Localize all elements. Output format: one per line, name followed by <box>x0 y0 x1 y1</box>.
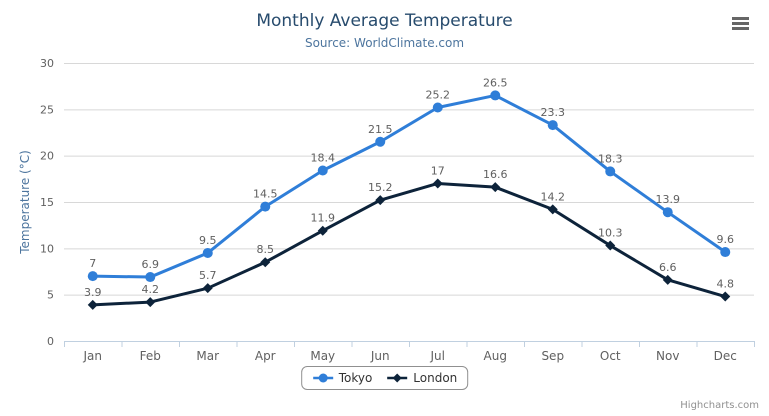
legend-marker-circle-icon <box>312 373 333 383</box>
data-label: 8.5 <box>257 243 275 256</box>
marker-tokyo[interactable] <box>317 165 328 176</box>
data-label: 14.5 <box>253 188 278 201</box>
x-axis-label: Oct <box>600 349 621 363</box>
y-axis-tick-label: 15 <box>40 196 54 209</box>
marker-tokyo[interactable] <box>547 120 558 131</box>
y-axis-tick-label: 20 <box>40 150 54 163</box>
x-axis-label: Jun <box>370 349 390 363</box>
legend-item-london[interactable]: London <box>386 371 457 385</box>
marker-tokyo[interactable] <box>490 90 501 101</box>
hamburger-bar <box>732 27 749 30</box>
data-label: 18.4 <box>311 151 336 164</box>
legend-label: London <box>413 371 458 385</box>
hamburger-menu-icon[interactable] <box>732 17 749 30</box>
y-axis-tick-label: 0 <box>47 335 54 348</box>
data-label: 26.5 <box>483 76 508 89</box>
data-label: 6.9 <box>142 258 160 271</box>
x-axis-label: Jul <box>430 349 445 363</box>
data-label: 21.5 <box>368 123 393 136</box>
data-label: 16.6 <box>483 168 508 181</box>
marker-london[interactable] <box>317 225 328 236</box>
x-axis-label: Nov <box>656 349 679 363</box>
legend: Tokyo London <box>300 366 469 390</box>
legend-marker-diamond-icon <box>387 373 408 383</box>
marker-london[interactable] <box>605 240 616 251</box>
marker-tokyo[interactable] <box>605 166 616 177</box>
data-label: 25.2 <box>426 88 451 101</box>
data-label: 9.5 <box>199 234 217 247</box>
marker-tokyo[interactable] <box>260 201 271 212</box>
x-axis-label: Sep <box>541 349 564 363</box>
marker-tokyo[interactable] <box>87 271 98 282</box>
data-label: 11.9 <box>311 212 336 225</box>
data-label: 7 <box>89 257 96 270</box>
data-label: 23.3 <box>541 106 566 119</box>
data-label: 18.3 <box>598 152 623 165</box>
data-label: 9.6 <box>717 233 735 246</box>
chart-subtitle: Source: WorldClimate.com <box>304 36 465 50</box>
marker-tokyo[interactable] <box>720 247 731 258</box>
y-axis-tick-label: 25 <box>40 103 54 116</box>
x-axis-label: Mar <box>196 349 219 363</box>
y-axis-title: Temperature (°C) <box>18 150 32 254</box>
marker-tokyo[interactable] <box>375 136 386 147</box>
marker-tokyo[interactable] <box>432 102 443 113</box>
marker-london[interactable] <box>490 182 501 193</box>
y-axis-tick-label: 10 <box>40 242 54 255</box>
y-axis-tick-label: 30 <box>40 57 54 70</box>
data-label: 13.9 <box>656 193 681 206</box>
legend-item-tokyo[interactable]: Tokyo <box>312 371 373 385</box>
data-label: 4.2 <box>142 283 160 296</box>
marker-london[interactable] <box>260 257 271 268</box>
data-label: 5.7 <box>199 269 217 282</box>
marker-london[interactable] <box>202 283 213 294</box>
series-line-tokyo[interactable] <box>91 93 727 279</box>
hamburger-bar <box>732 22 749 25</box>
marker-london[interactable] <box>375 195 386 206</box>
data-label: 4.8 <box>717 278 735 291</box>
x-axis-label: Apr <box>255 349 276 363</box>
hamburger-bar <box>732 17 749 20</box>
marker-london[interactable] <box>662 274 673 285</box>
credits-link[interactable]: Highcharts.com <box>680 400 759 411</box>
marker-london[interactable] <box>87 299 98 310</box>
x-axis-label: May <box>310 349 335 363</box>
series-line-london[interactable] <box>91 181 727 307</box>
x-axis-label: Aug <box>484 349 507 363</box>
marker-tokyo[interactable] <box>202 247 213 258</box>
data-label: 3.9 <box>84 286 102 299</box>
x-axis-label: Jan <box>83 349 103 363</box>
data-label: 10.3 <box>598 227 623 240</box>
marker-london[interactable] <box>432 178 443 189</box>
legend-label: Tokyo <box>338 371 373 385</box>
marker-london[interactable] <box>145 297 156 308</box>
data-label: 14.2 <box>541 190 566 203</box>
marker-london[interactable] <box>547 204 558 215</box>
x-axis-label: Feb <box>140 349 161 363</box>
x-axis-label: Dec <box>714 349 737 363</box>
data-label: 6.6 <box>659 261 677 274</box>
chart-title: Monthly Average Temperature <box>256 11 513 31</box>
marker-tokyo[interactable] <box>145 272 156 283</box>
marker-tokyo[interactable] <box>662 207 673 218</box>
data-label: 15.2 <box>368 181 393 194</box>
marker-london[interactable] <box>720 291 731 302</box>
y-axis-tick-label: 5 <box>47 289 54 302</box>
data-label: 17 <box>431 164 445 177</box>
